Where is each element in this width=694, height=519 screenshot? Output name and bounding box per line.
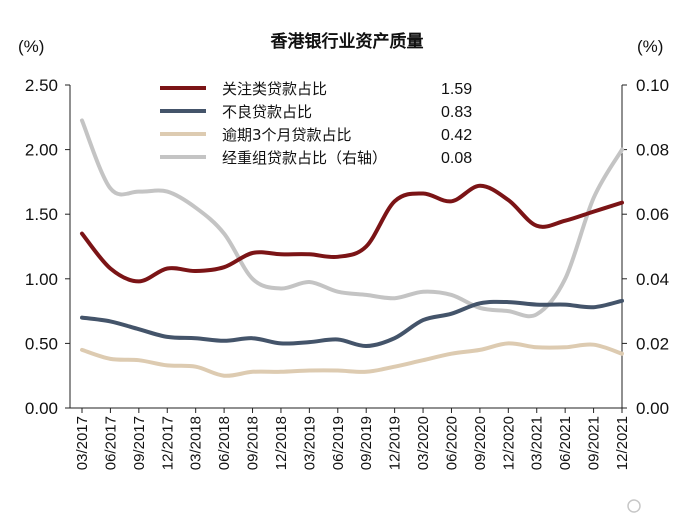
left-unit-label: (%) — [18, 37, 44, 56]
series-line-1 — [80, 298, 624, 349]
x-tick-label: 03/2017 — [74, 416, 91, 470]
right-axis-ticks: 0.00 0.02 0.04 0.06 0.08 0.10 — [622, 76, 669, 418]
left-axis-ticks: 0.00 0.50 1.00 1.50 2.00 2.50 — [25, 76, 70, 418]
watermark-logo-icon — [627, 499, 641, 513]
left-tick-label: 2.00 — [25, 141, 58, 160]
left-tick-label: 2.50 — [25, 76, 58, 95]
series-lines — [80, 118, 624, 378]
series-line-2 — [80, 341, 624, 378]
legend-latest-value: 0.83 — [441, 104, 472, 121]
right-tick-label: 0.02 — [636, 334, 669, 353]
x-tick-label: 12/2018 — [273, 416, 290, 470]
legend-label: 不良贷款占比 — [222, 103, 312, 121]
left-tick-label: 1.50 — [25, 205, 58, 224]
x-tick-label: 09/2018 — [245, 416, 262, 470]
chart-title: 香港银行业资产质量 — [271, 31, 424, 52]
x-tick-label: 03/2021 — [529, 416, 546, 470]
x-tick-label: 09/2019 — [358, 416, 375, 470]
x-axis-ticks: 03/2017 06/2017 09/2017 12/2017 03/2018 06/20… — [74, 408, 631, 470]
x-tick-label: 06/2021 — [557, 416, 574, 470]
watermark — [627, 499, 641, 513]
x-tick-label: 06/2019 — [330, 416, 347, 470]
legend-latest-value: 0.08 — [441, 150, 472, 167]
x-tick-label: 03/2019 — [301, 416, 318, 470]
x-tick-label: 03/2020 — [415, 416, 432, 470]
x-tick-label: 06/2017 — [102, 416, 119, 470]
series-line-3 — [80, 118, 624, 319]
right-unit-label: (%) — [637, 37, 663, 56]
legend-label: 关注类贷款占比 — [222, 80, 327, 98]
left-tick-label: 1.00 — [25, 270, 58, 289]
legend: 关注类贷款占比 1.59 不良贷款占比 0.83 逾期3个月贷款占比 0.42 经重组贷款占… — [160, 80, 472, 167]
left-tick-label: 0.00 — [25, 399, 58, 418]
left-tick-label: 0.50 — [25, 334, 58, 353]
x-tick-label: 09/2017 — [131, 416, 148, 470]
x-tick-label: 06/2018 — [216, 416, 233, 470]
x-tick-label: 12/2021 — [614, 416, 631, 470]
legend-label: 逾期3个月贷款占比 — [222, 126, 352, 144]
legend-label: 经重组贷款占比（右轴） — [222, 149, 387, 167]
legend-latest-value: 0.42 — [441, 127, 472, 144]
x-tick-label: 06/2020 — [443, 416, 460, 470]
series-line-0 — [80, 183, 624, 284]
legend-latest-value: 1.59 — [441, 81, 472, 98]
right-tick-label: 0.00 — [636, 399, 669, 418]
x-tick-label: 09/2021 — [586, 416, 603, 470]
x-tick-label: 12/2017 — [159, 416, 176, 470]
x-tick-label: 09/2020 — [472, 416, 489, 470]
right-tick-label: 0.04 — [636, 270, 669, 289]
right-tick-label: 0.10 — [636, 76, 669, 95]
right-tick-label: 0.06 — [636, 205, 669, 224]
x-tick-label: 12/2019 — [387, 416, 404, 470]
x-tick-label: 12/2020 — [500, 416, 517, 470]
right-tick-label: 0.08 — [636, 141, 669, 160]
x-tick-label: 03/2018 — [188, 416, 205, 470]
